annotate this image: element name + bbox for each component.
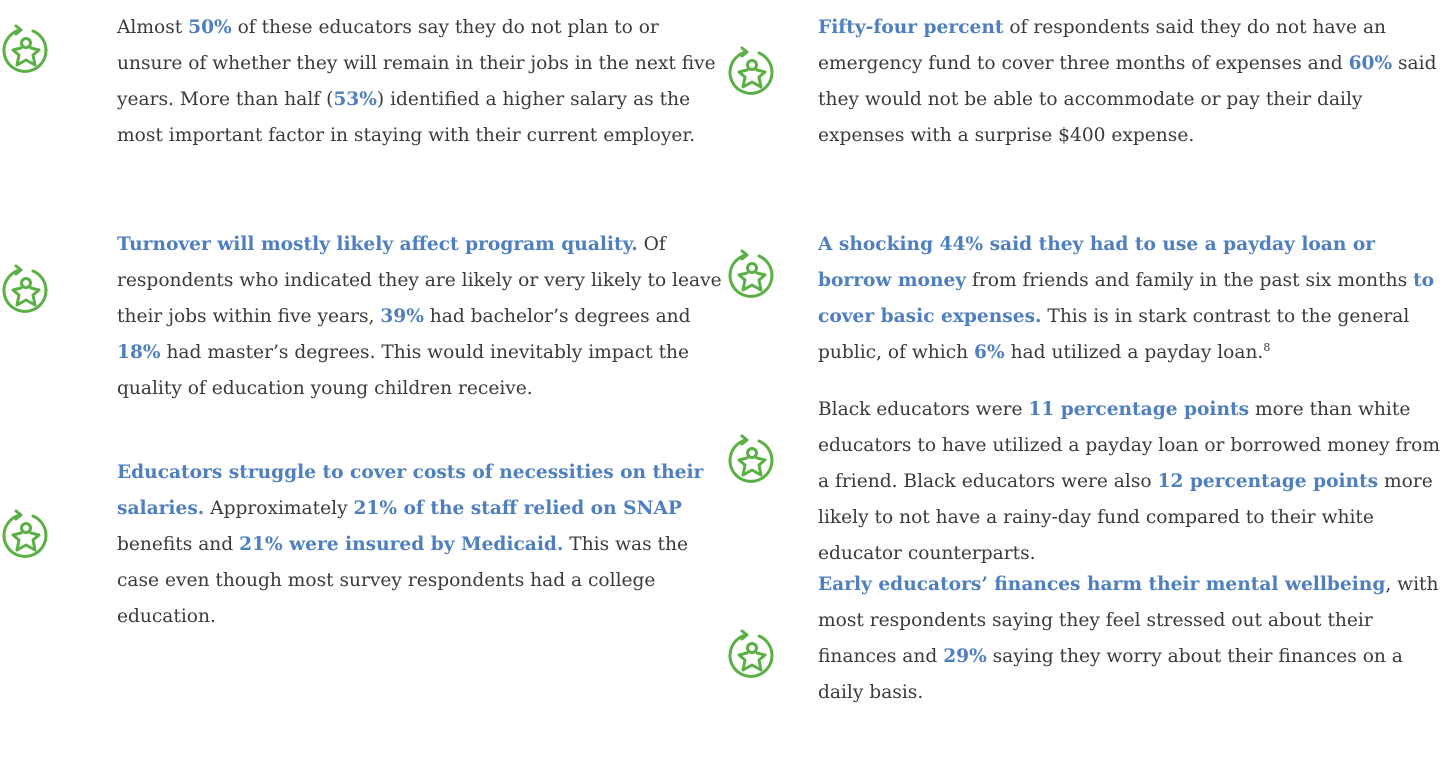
text: had master’s degrees. This would inevita…	[117, 342, 690, 399]
highlight: Early educators’ finances harm their men…	[818, 574, 1386, 595]
icon	[726, 46, 778, 98]
text: Black educators were	[818, 399, 1029, 420]
highlight: 39%	[380, 306, 424, 327]
paragraph: A shocking 44% said they had to use a pa…	[818, 227, 1446, 371]
text: saying they worry about their finances o…	[818, 646, 1403, 703]
highlight: 11 percentage points	[1028, 399, 1250, 420]
text: Of respondents who indicated they are li…	[117, 234, 722, 327]
text: ) identified a higher salary as the most…	[117, 89, 696, 146]
highlight: 53%	[333, 89, 377, 110]
highlight: 29%	[943, 646, 987, 667]
icon	[0, 509, 52, 561]
icon	[0, 264, 52, 316]
paragraph: Early educators’ finances harm their men…	[818, 567, 1446, 711]
highlight: Fifty-four percent	[818, 17, 1004, 38]
paragraph: Turnover will mostly likely affect progr…	[117, 227, 727, 407]
highlight: 21% of the staff relied on SNAP	[353, 498, 682, 519]
text: Almost	[117, 17, 189, 38]
paragraph: Black educators were 11 percentage point…	[818, 392, 1446, 572]
highlight: 12 percentage points	[1157, 471, 1379, 492]
icon	[0, 24, 52, 76]
highlight: to cover basic expenses.	[818, 270, 1435, 327]
text: of these educators say they do not plan …	[117, 17, 716, 110]
text: had bachelor’s degrees and	[423, 306, 691, 327]
highlight: 21% were insured by Medicaid.	[239, 534, 564, 555]
icon	[726, 249, 778, 301]
text: Approximately	[204, 498, 354, 519]
paragraph: Educators struggle to cover costs of nec…	[117, 455, 727, 635]
text: said they would not be able to accommoda…	[818, 53, 1437, 146]
highlight: 60%	[1348, 53, 1393, 74]
text: benefits and	[117, 534, 240, 555]
text: This is in stark contrast to the general…	[818, 306, 1410, 363]
text: , with most respondents saying they feel…	[818, 574, 1439, 667]
text: had utilized a payday loan.	[1004, 342, 1264, 363]
text: This was the case even though most surve…	[117, 534, 688, 627]
text: more than white educators to have utiliz…	[818, 399, 1440, 492]
icon	[726, 629, 778, 681]
highlight: 50%	[188, 17, 232, 38]
text: of respondents said they do not have an …	[818, 17, 1387, 74]
highlight: A shocking 44% said they had to use a pa…	[818, 234, 1376, 291]
paragraph: Fifty-four percent of respondents said t…	[818, 10, 1446, 154]
footnote-ref: 8	[1263, 340, 1271, 354]
text: more likely to not have a rainy-day fund…	[818, 471, 1433, 564]
highlight: Turnover will mostly likely affect progr…	[117, 234, 638, 255]
highlight: 18%	[117, 342, 161, 363]
paragraph: Almost 50% of these educators say they d…	[117, 10, 727, 154]
highlight: 6%	[974, 342, 1005, 363]
icon	[726, 434, 778, 486]
highlight: Educators struggle to cover costs of nec…	[117, 462, 704, 519]
text: from friends and family in the past six …	[966, 270, 1414, 291]
